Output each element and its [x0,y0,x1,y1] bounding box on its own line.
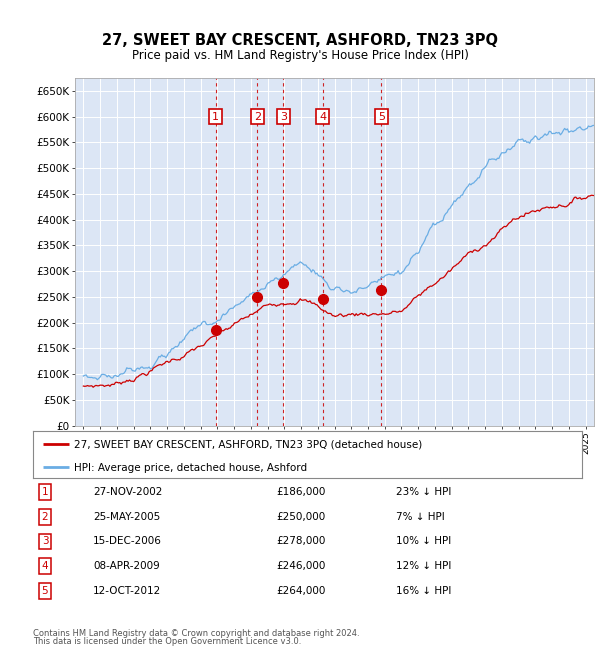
Text: 5: 5 [378,112,385,122]
Text: Contains HM Land Registry data © Crown copyright and database right 2024.: Contains HM Land Registry data © Crown c… [33,629,359,638]
Text: 16% ↓ HPI: 16% ↓ HPI [396,586,451,596]
Text: 10% ↓ HPI: 10% ↓ HPI [396,536,451,547]
Text: 27, SWEET BAY CRESCENT, ASHFORD, TN23 3PQ: 27, SWEET BAY CRESCENT, ASHFORD, TN23 3P… [102,33,498,48]
Text: 25-MAY-2005: 25-MAY-2005 [93,512,160,522]
Text: £186,000: £186,000 [276,487,325,497]
Text: 12% ↓ HPI: 12% ↓ HPI [396,561,451,571]
Text: 27-NOV-2002: 27-NOV-2002 [93,487,163,497]
Text: 08-APR-2009: 08-APR-2009 [93,561,160,571]
Text: 15-DEC-2006: 15-DEC-2006 [93,536,162,547]
Text: £250,000: £250,000 [276,512,325,522]
Text: 2: 2 [41,512,49,522]
Text: 27, SWEET BAY CRESCENT, ASHFORD, TN23 3PQ (detached house): 27, SWEET BAY CRESCENT, ASHFORD, TN23 3P… [74,439,422,450]
Text: 23% ↓ HPI: 23% ↓ HPI [396,487,451,497]
Text: HPI: Average price, detached house, Ashford: HPI: Average price, detached house, Ashf… [74,463,307,473]
Text: 4: 4 [319,112,326,122]
Text: 3: 3 [41,536,49,547]
Text: 2: 2 [254,112,261,122]
Text: This data is licensed under the Open Government Licence v3.0.: This data is licensed under the Open Gov… [33,637,301,646]
Text: 4: 4 [41,561,49,571]
Text: Price paid vs. HM Land Registry's House Price Index (HPI): Price paid vs. HM Land Registry's House … [131,49,469,62]
Text: 7% ↓ HPI: 7% ↓ HPI [396,512,445,522]
Text: 5: 5 [41,586,49,596]
Text: £278,000: £278,000 [276,536,325,547]
Text: £264,000: £264,000 [276,586,325,596]
Text: 3: 3 [280,112,287,122]
Text: £246,000: £246,000 [276,561,325,571]
Text: 1: 1 [41,487,49,497]
Text: 12-OCT-2012: 12-OCT-2012 [93,586,161,596]
Text: 1: 1 [212,112,219,122]
